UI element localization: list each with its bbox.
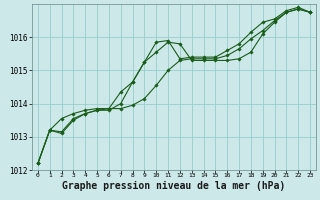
X-axis label: Graphe pression niveau de la mer (hPa): Graphe pression niveau de la mer (hPa) [62, 181, 286, 191]
